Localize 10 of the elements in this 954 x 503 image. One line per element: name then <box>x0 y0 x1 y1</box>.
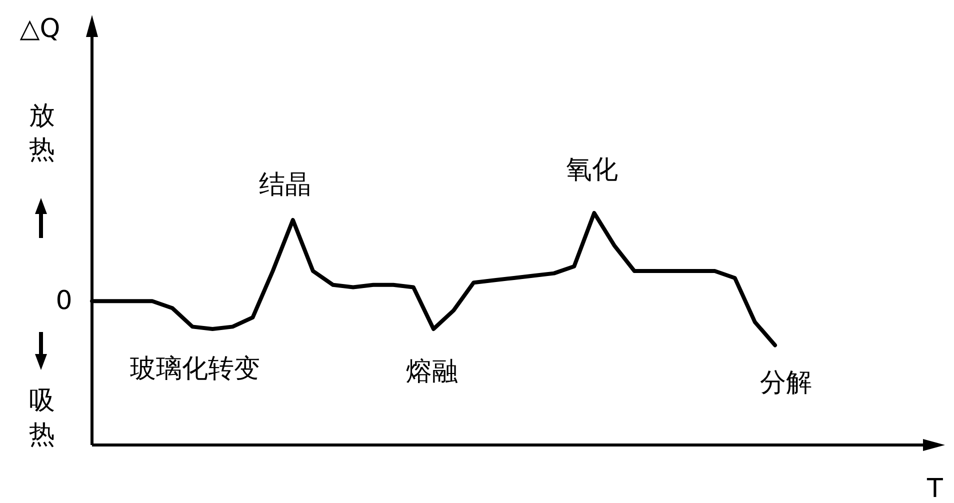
annotation: 0 <box>56 286 72 316</box>
annotation: 玻璃化转变 <box>130 354 260 384</box>
annotation: 结晶 <box>259 170 311 200</box>
annotation: 放热 <box>29 101 55 165</box>
annotation: 氧化 <box>566 155 618 186</box>
annotation: 熔融 <box>406 357 458 388</box>
annotation: 分解 <box>760 368 812 398</box>
annotation: T <box>927 474 943 503</box>
annotation: △Q <box>20 14 60 44</box>
annotation: 吸热 <box>29 386 55 450</box>
